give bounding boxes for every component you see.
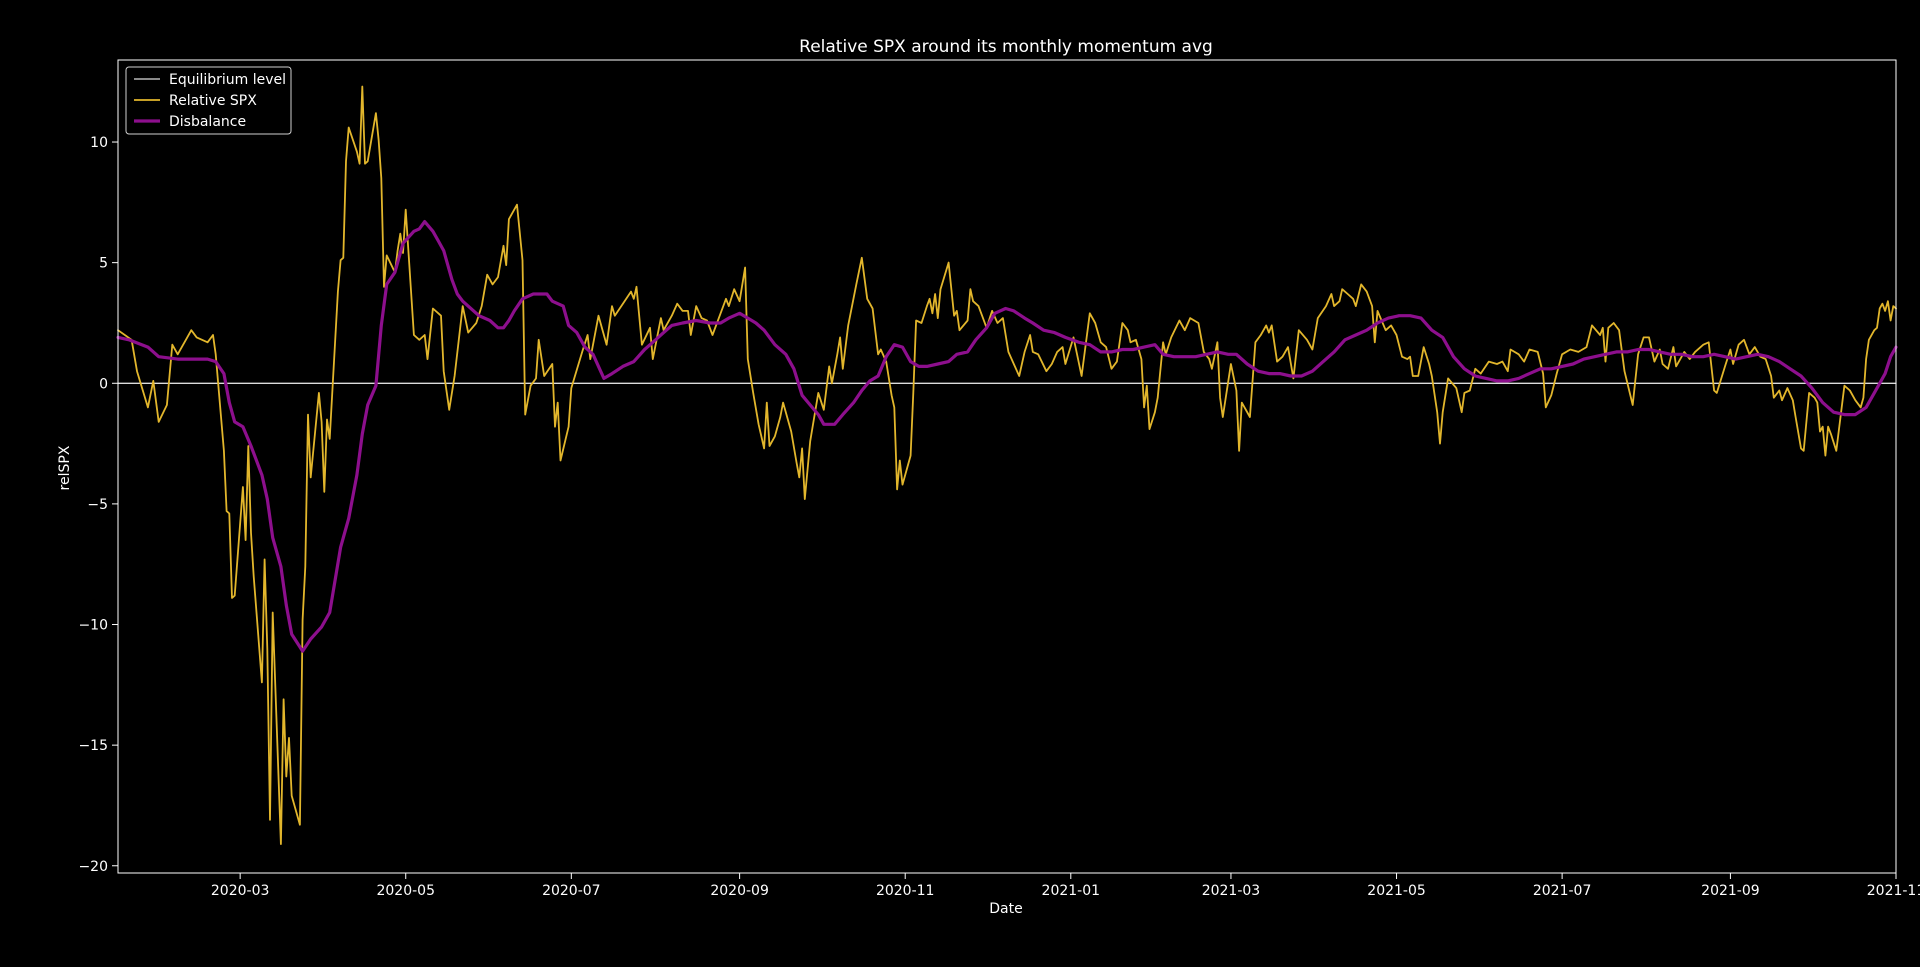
y-tick-label: 5 [99, 256, 108, 272]
x-tick-label: 2021-07 [1533, 883, 1592, 899]
series-line-2 [117, 85, 1897, 845]
chart-title: Relative SPX around its monthly momentum… [799, 37, 1213, 57]
x-axis-title: Date [989, 901, 1022, 917]
plot-frame [117, 59, 1897, 874]
legend-label-2: Relative SPX [169, 93, 257, 109]
axes-layer: 2020-03 2020-05 2020-07 2020-09 2020-11 2021-… [78, 59, 1920, 899]
legend-label-1: Equilibrium level [169, 72, 286, 88]
y-tick-label: 0 [99, 376, 108, 392]
y-tick-label: −20 [78, 859, 108, 875]
series-layer [116, 85, 1898, 845]
x-tick-label: 2021-09 [1701, 883, 1760, 899]
y-axis-title: relSPX [57, 445, 73, 490]
x-tick-label: 2020-05 [376, 883, 435, 899]
legend-frame [125, 66, 292, 135]
x-tick-label: 2021-03 [1202, 883, 1261, 899]
x-tick-label: 2021-11 [1867, 883, 1920, 899]
y-tick-label: −5 [87, 497, 108, 513]
series-line-3 [116, 220, 1898, 653]
y-tick-label: −10 [78, 618, 108, 634]
y-tick-label: 10 [90, 135, 108, 151]
x-tick-label: 2020-09 [710, 883, 769, 899]
x-tick-label: 2020-03 [211, 883, 270, 899]
x-tick-label: 2020-07 [542, 883, 601, 899]
y-tick-label: −15 [78, 738, 108, 754]
legend: Equilibrium level Relative SPX Disbalance [125, 66, 292, 135]
x-tick-label: 2021-05 [1367, 883, 1426, 899]
legend-label-3: Disbalance [169, 114, 246, 130]
x-tick-label: 2020-11 [876, 883, 935, 899]
x-tick-label: 2021-01 [1042, 883, 1101, 899]
